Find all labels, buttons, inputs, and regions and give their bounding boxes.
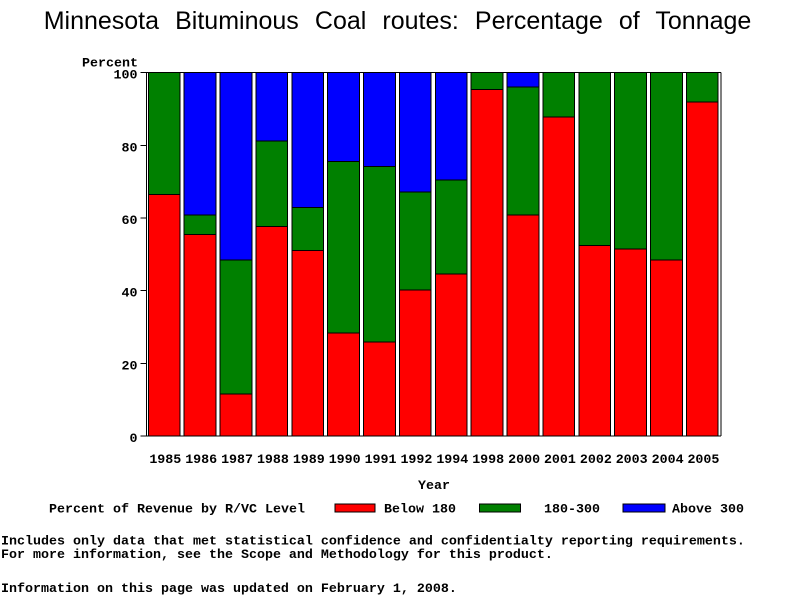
svg-text:2004: 2004 (652, 453, 684, 468)
svg-text:1992: 1992 (400, 453, 432, 468)
svg-text:Year: Year (418, 479, 450, 494)
svg-text:40: 40 (122, 287, 138, 302)
svg-text:1987: 1987 (221, 453, 253, 468)
svg-text:Information on this page was u: Information on this page was updated on … (1, 582, 457, 597)
svg-text:1988: 1988 (257, 453, 289, 468)
svg-text:Includes only data that met st: Includes only data that met statistical … (1, 535, 745, 550)
svg-text:0: 0 (130, 432, 138, 447)
svg-text:1989: 1989 (293, 453, 325, 468)
svg-text:60: 60 (122, 214, 138, 229)
svg-text:1991: 1991 (365, 453, 397, 468)
svg-text:1994: 1994 (436, 453, 468, 468)
svg-text:2003: 2003 (616, 453, 648, 468)
svg-text:80: 80 (122, 141, 138, 156)
svg-text:For more information, see the: For more information, see the Scope and … (1, 548, 553, 563)
svg-text:2002: 2002 (580, 453, 612, 468)
svg-text:1986: 1986 (185, 453, 217, 468)
svg-text:Minnesota Bituminous Coal rout: Minnesota Bituminous Coal routes: Percen… (44, 7, 752, 35)
svg-text:1990: 1990 (329, 453, 361, 468)
svg-text:2001: 2001 (544, 453, 576, 468)
svg-text:1985: 1985 (149, 453, 181, 468)
svg-text:20: 20 (122, 359, 138, 374)
svg-text:2000: 2000 (508, 453, 540, 468)
svg-text:Percent: Percent (82, 56, 138, 71)
svg-text:Above 300: Above 300 (672, 502, 744, 517)
svg-text:Percent of Revenue by R/VC Lev: Percent of Revenue by R/VC Level (49, 502, 305, 517)
svg-text:180-300: 180-300 (544, 502, 600, 517)
svg-text:2005: 2005 (687, 453, 719, 468)
svg-text:100: 100 (114, 69, 138, 84)
svg-text:1998: 1998 (472, 453, 504, 468)
svg-text:Below 180: Below 180 (384, 502, 456, 517)
